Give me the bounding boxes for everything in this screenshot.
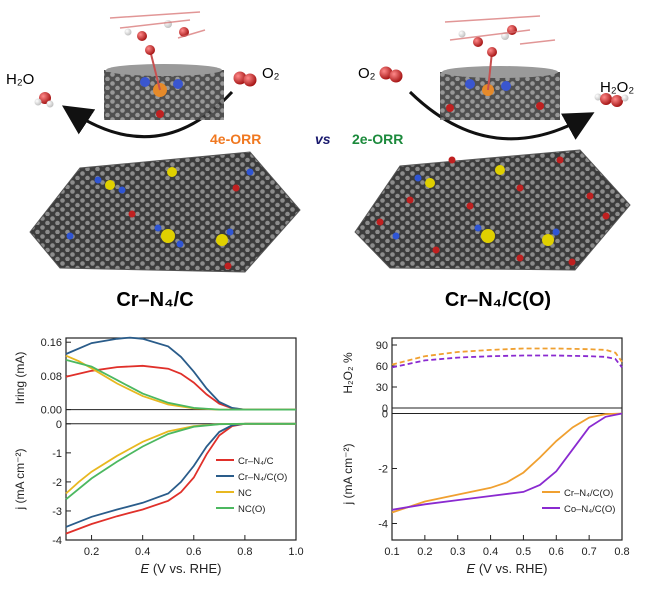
x-tick-label: 0.5 [516,546,531,558]
graphene-sheet-right [354,149,631,271]
y-tick-label-top: 0.00 [41,405,62,417]
rrde-chart-right: 0.1 0.2 0.3 0.4 0.5 0.6 0.7 0.8 90 60 30 00 -2 -4 E (V… [341,337,630,576]
rrde-chart-left: 0.2 0.4 0.6 0.8 1.0 0.16 0.08 0.00 0 -1 -2 -3 -4 E (V… [13,336,304,576]
y-tick-label-bottom: -4 [378,519,388,531]
x-tick-label: 1.0 [288,546,303,558]
x-tick-label: 0.4 [483,546,498,558]
left-product-label: H₂O [6,71,34,88]
right-catalyst-name: Cr–N₄/C(O) [445,289,551,311]
y-tick-label-bottom: -4 [52,535,62,547]
series-line-top-0 [391,347,623,366]
x-tick-label: 0.2 [84,546,99,558]
right-reactant-label: O₂ [358,65,376,82]
x-tick-label: 0.2 [417,546,432,558]
series-line-top-1 [391,354,623,369]
versus-label: vs [315,131,331,147]
left-reactant-label: O₂ [262,65,280,82]
y-tick-label-top: 0.08 [41,371,62,383]
right-product-label: H₂O₂ [600,79,634,96]
y-axis-label-top: Iring (mA) [13,352,27,405]
y-tick-label-bottom: -1 [52,448,62,460]
y-tick-label-bottom: -2 [378,464,388,476]
legend-label: NC [238,488,252,499]
legend-label: NC(O) [238,504,265,515]
y-tick-label-top: 0 [382,403,388,415]
series-line-bottom-1 [391,412,623,511]
top-schematic: H₂O O₂ O₂ H₂O₂ [6,11,634,311]
x-axis-label: E (V vs. RHE) [467,561,548,576]
x-tick-label: 0.6 [549,546,564,558]
plot-frame [391,337,623,541]
y-axis-label-bottom: j (mA cm⁻²) [13,449,27,511]
four-electron-label: 4e-ORR [210,131,261,147]
y-tick-label-top: 60 [376,361,388,373]
y-tick-label-bottom: 0 [382,409,388,421]
y-axis-label-top: H₂O₂ % [341,352,355,394]
x-tick-label: 0.1 [384,546,399,558]
y-tick-label-top: 0.16 [41,337,62,349]
series-line-top-2 [65,354,296,411]
x-tick-label: 0.6 [186,546,201,558]
x-axis-label: E (V vs. RHE) [141,561,222,576]
h2o2-molecule-icon [594,93,629,107]
x-tick-label: 0.3 [450,546,465,558]
y-tick-label-bottom: 0 [56,419,62,431]
series-line-top-0 [65,364,296,411]
series-line-bottom-0 [391,412,623,514]
x-tick-label: 0.4 [135,546,150,558]
h2o-molecule-icon [34,92,54,108]
series-line-bottom-3 [65,422,296,500]
adsorption-snapshot-right [440,15,560,120]
adsorption-snapshot-left [104,11,224,120]
left-catalyst-name: Cr–N₄/C [116,289,193,311]
plot-frame [65,337,297,541]
legend-label: Cr–N₄/C [238,456,274,467]
x-tick-label: 0.8 [614,546,629,558]
o2-molecule-icon-left [233,71,257,87]
graphene-sheet-left [29,151,301,273]
x-tick-label: 0.8 [237,546,252,558]
two-electron-label: 2e-ORR [352,131,403,147]
y-axis-label-bottom: j (mA cm⁻²) [341,444,355,506]
y-tick-label-bottom: -2 [52,477,62,489]
o2-molecule-icon-right [379,66,403,83]
reaction-arrow-right [408,90,595,141]
series-line-top-3 [65,359,296,411]
y-tick-label-top: 90 [376,340,388,352]
legend-label: Co–N₄/C(O) [564,504,615,515]
series-line-bottom-1 [65,422,296,528]
legend-label: Cr–N₄/C(O) [238,472,287,483]
y-tick-label-top: 30 [376,382,388,394]
x-tick-label: 0.7 [581,546,596,558]
y-tick-label-bottom: -3 [52,506,62,518]
series-line-top-1 [65,336,296,411]
legend-label: Cr–N₄/C(O) [564,488,613,499]
